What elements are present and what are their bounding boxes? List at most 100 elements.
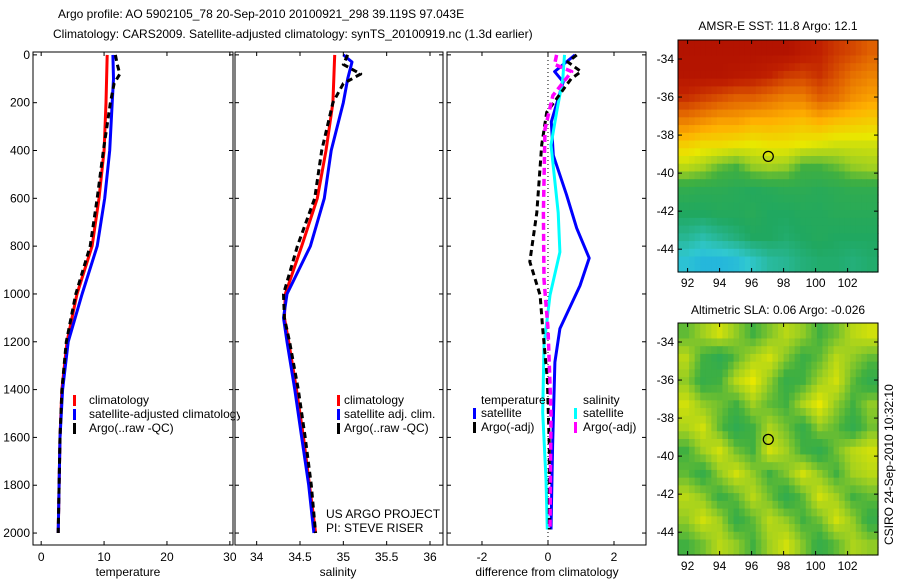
heatmap-cell xyxy=(722,140,729,149)
heatmap-cell xyxy=(694,148,701,157)
heatmap-cell xyxy=(866,264,874,273)
heatmap-cell xyxy=(700,516,707,525)
heatmap-cell xyxy=(850,524,857,533)
heatmap-cell xyxy=(839,539,846,548)
heatmap-cell xyxy=(839,330,846,340)
heatmap-cell xyxy=(739,462,746,471)
heatmap-cell xyxy=(805,361,812,370)
heatmap-cell xyxy=(866,384,874,394)
heatmap-cell xyxy=(722,109,729,118)
heatmap-cell xyxy=(733,70,740,80)
heatmap-cell xyxy=(711,361,718,370)
heatmap-cell xyxy=(822,233,829,242)
heatmap-cell xyxy=(733,361,740,370)
heatmap-cell xyxy=(855,264,862,273)
heatmap-cell xyxy=(772,384,779,394)
heatmap-cell xyxy=(700,55,707,64)
heatmap-cell xyxy=(728,454,735,463)
heatmap-cell xyxy=(683,462,690,471)
heatmap-cell xyxy=(744,493,751,502)
heatmap-cell xyxy=(850,117,857,126)
heatmap-cell xyxy=(744,500,751,510)
heatmap-cell xyxy=(800,248,807,258)
heatmap-cell xyxy=(850,210,857,219)
heatmap-cell xyxy=(828,194,835,203)
y-tick-label: -40 xyxy=(657,449,675,463)
heatmap-cell xyxy=(811,132,818,142)
heatmap-cell xyxy=(872,454,879,463)
heatmap-cell xyxy=(755,462,762,471)
heatmap-cell xyxy=(861,423,868,432)
heatmap-cell xyxy=(755,217,762,227)
heatmap-cell xyxy=(744,78,751,87)
x-tick-label: 20 xyxy=(160,550,174,564)
heatmap-cell xyxy=(772,400,779,409)
heatmap-cell xyxy=(733,148,740,157)
heatmap-cell xyxy=(700,132,707,142)
heatmap-cell xyxy=(739,477,746,486)
heatmap-cell xyxy=(716,125,724,134)
heatmap-cell xyxy=(711,194,718,203)
heatmap-cell xyxy=(778,225,785,234)
heatmap-cell xyxy=(728,55,735,64)
heatmap-cell xyxy=(783,210,790,219)
heatmap-cell xyxy=(728,493,735,502)
heatmap-cell xyxy=(772,408,779,417)
heatmap-cell xyxy=(855,485,862,494)
heatmap-cell xyxy=(872,117,879,126)
heatmap-cell xyxy=(800,63,807,72)
heatmap-cell xyxy=(711,415,718,425)
figure-title-line1: Argo profile: AO 5902105_78 20-Sep-2010 … xyxy=(58,7,464,21)
heatmap-cell xyxy=(744,217,751,227)
heatmap-cell xyxy=(739,547,746,556)
heatmap-cell xyxy=(778,477,785,486)
heatmap-cell xyxy=(872,415,879,425)
heatmap-cell xyxy=(866,485,874,494)
heatmap-cell xyxy=(822,40,829,49)
heatmap-cell xyxy=(772,101,779,111)
heatmap-cell xyxy=(739,516,746,525)
heatmap-cell xyxy=(755,408,762,417)
heatmap-cell xyxy=(828,40,835,49)
heatmap-cell xyxy=(694,94,701,103)
heatmap-cell xyxy=(850,148,857,157)
heatmap-cell xyxy=(755,485,762,494)
heatmap-cell xyxy=(866,454,874,463)
heatmap-cell xyxy=(822,132,829,142)
heatmap-cell xyxy=(805,171,812,180)
heatmap-cell xyxy=(811,156,818,165)
heatmap-cell xyxy=(678,202,685,211)
heatmap-cell xyxy=(678,477,685,486)
heatmap-cell xyxy=(705,148,712,157)
heatmap-cell xyxy=(828,163,835,173)
heatmap-cell xyxy=(861,400,868,409)
heatmap-cell xyxy=(778,233,785,242)
heatmap-cell xyxy=(839,369,846,378)
temperature-panel: 0 10 20 30020040060080010001200140016001800… xyxy=(3,48,237,564)
heatmap-cell xyxy=(694,233,701,242)
heatmap-cell xyxy=(733,132,740,142)
heatmap-cell xyxy=(722,338,729,347)
legend-swatch-climatology xyxy=(337,395,340,406)
heatmap-cell xyxy=(872,500,879,510)
heatmap-cell xyxy=(700,353,707,363)
heatmap-cell xyxy=(850,101,857,111)
heatmap-cell xyxy=(811,462,818,471)
heatmap-cell xyxy=(772,369,779,378)
heatmap-cell xyxy=(772,210,779,219)
heatmap-cell xyxy=(872,70,879,80)
heatmap-cell xyxy=(705,117,712,126)
heatmap-cell xyxy=(761,217,768,227)
heatmap-cell xyxy=(722,516,729,525)
heatmap-cell xyxy=(722,256,729,265)
heatmap-cell xyxy=(861,377,868,386)
heatmap-cell xyxy=(839,264,846,273)
heatmap-cell xyxy=(761,408,768,417)
heatmap-cell xyxy=(816,156,824,165)
heatmap-cell xyxy=(872,462,879,471)
heatmap-cell xyxy=(861,516,868,525)
heatmap-cell xyxy=(772,439,779,448)
heatmap-cell xyxy=(750,392,757,401)
heatmap-cell xyxy=(733,408,740,417)
heatmap-cell xyxy=(728,86,735,95)
